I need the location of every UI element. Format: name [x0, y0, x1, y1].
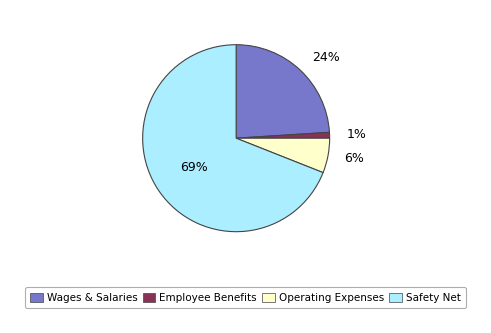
Wedge shape: [236, 138, 329, 172]
Text: 69%: 69%: [180, 161, 208, 173]
Text: 6%: 6%: [345, 153, 364, 166]
Text: 24%: 24%: [312, 51, 339, 64]
Text: 1%: 1%: [347, 128, 366, 141]
Wedge shape: [143, 45, 323, 232]
Wedge shape: [236, 132, 329, 138]
Wedge shape: [236, 45, 329, 138]
Legend: Wages & Salaries, Employee Benefits, Operating Expenses, Safety Net: Wages & Salaries, Employee Benefits, Ope…: [25, 287, 466, 308]
